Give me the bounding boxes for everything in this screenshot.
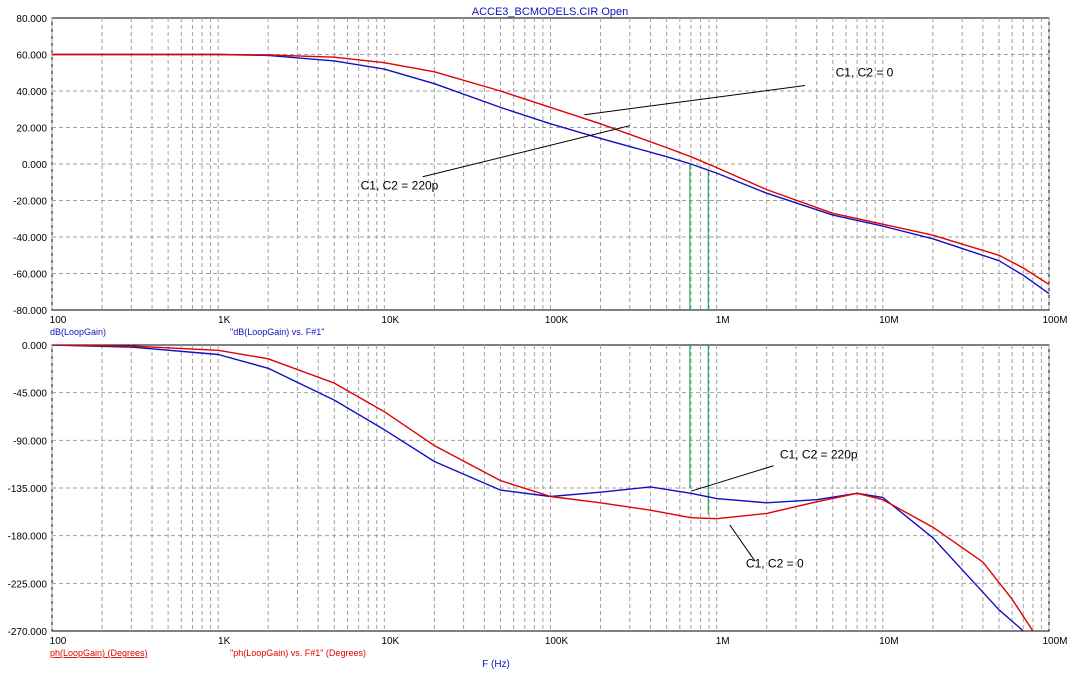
y-tick-label: -90.000 bbox=[13, 436, 47, 447]
x-tick-label: 100K bbox=[545, 315, 569, 326]
y-axis-label: dB(LoopGain) bbox=[50, 327, 106, 337]
y-tick-label: -225.000 bbox=[8, 579, 48, 590]
x-tick-label: 1M bbox=[716, 315, 730, 326]
y-axis-label: ph(LoopGain) (Degrees) bbox=[50, 648, 148, 658]
y-tick-label: -135.000 bbox=[8, 484, 48, 495]
magnitude-plot: 80.000 60.000 40.000 20.000 0.000 -20.000 -40.… bbox=[13, 14, 1067, 337]
y-tick-label: 0.000 bbox=[22, 341, 47, 352]
x-tick-label: 100K bbox=[545, 636, 569, 647]
y-tick-label: 20.000 bbox=[16, 124, 47, 135]
legend-text: "dB(LoopGain) vs. F#1" bbox=[230, 327, 324, 337]
series-line-red bbox=[52, 53, 1049, 285]
x-tick-label: 100 bbox=[50, 315, 67, 326]
series-line-blue bbox=[52, 345, 1024, 631]
y-tick-label: 60.000 bbox=[16, 51, 47, 62]
y-tick-label: 80.000 bbox=[16, 14, 47, 25]
x-tick-label: 1K bbox=[218, 315, 231, 326]
annotation-pointer bbox=[690, 465, 774, 492]
x-tick-label: 100 bbox=[50, 636, 67, 647]
y-tick-label: -40.000 bbox=[13, 233, 47, 244]
annotation-label: C1, C2 = 220p bbox=[780, 447, 858, 461]
x-tick-label: 10K bbox=[381, 315, 399, 326]
legend-text: "ph(LoopGain) vs. F#1" (Degrees) bbox=[230, 648, 366, 658]
y-tick-label: -20.000 bbox=[13, 197, 47, 208]
y-tick-label: -180.000 bbox=[8, 532, 48, 543]
annotation-label: C1, C2 = 0 bbox=[836, 65, 894, 79]
annotation-label: C1, C2 = 220p bbox=[361, 179, 439, 193]
series-line-red bbox=[52, 345, 1034, 631]
annotation-pointer bbox=[729, 524, 756, 562]
annotation-label: C1, C2 = 0 bbox=[746, 556, 804, 570]
y-tick-label: 40.000 bbox=[16, 87, 47, 98]
series-line-blue bbox=[52, 53, 1049, 295]
x-axis-title: F (Hz) bbox=[482, 659, 510, 670]
x-tick-label: 10K bbox=[381, 636, 399, 647]
y-tick-label: 0.000 bbox=[22, 160, 47, 171]
y-tick-label: -45.000 bbox=[13, 389, 47, 400]
y-tick-label: -80.000 bbox=[13, 306, 47, 317]
x-tick-label: 100M bbox=[1042, 315, 1067, 326]
x-tick-label: 1M bbox=[716, 636, 730, 647]
x-tick-label: 100M bbox=[1042, 636, 1067, 647]
annotation-pointer bbox=[422, 125, 630, 178]
y-tick-label: -270.000 bbox=[8, 627, 48, 638]
window-title: ACCE3_BCMODELS.CIR Open bbox=[472, 6, 629, 18]
annotation-pointer bbox=[584, 85, 806, 116]
x-tick-label: 1K bbox=[218, 636, 231, 647]
x-tick-label: 10M bbox=[879, 636, 898, 647]
x-tick-label: 10M bbox=[879, 315, 898, 326]
y-tick-label: -60.000 bbox=[13, 270, 47, 281]
phase-plot: 0.000 -45.000 -90.000 -135.000 -180.000 -225.… bbox=[8, 341, 1068, 658]
